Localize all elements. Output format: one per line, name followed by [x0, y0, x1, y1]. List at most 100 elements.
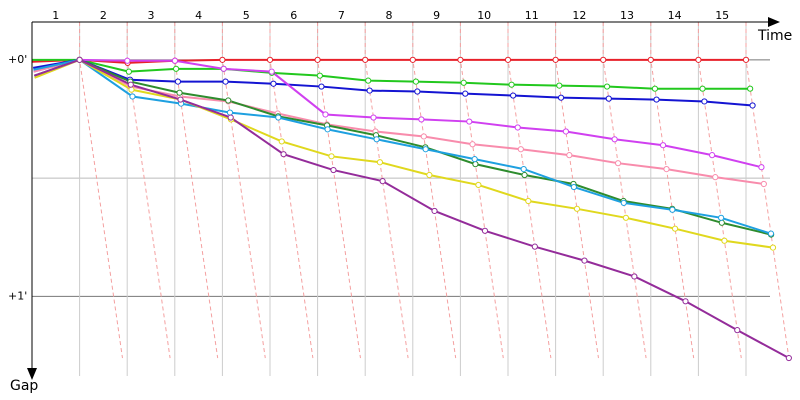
- data-point: [174, 78, 182, 85]
- data-point: [366, 87, 373, 94]
- data-point: [631, 273, 638, 280]
- data-point: [514, 124, 521, 131]
- grid: [32, 22, 770, 376]
- data-point: [701, 98, 708, 105]
- x-tick-label: 14: [668, 9, 682, 22]
- x-tick-label: 7: [338, 9, 345, 22]
- data-point: [742, 56, 750, 63]
- data-point: [669, 206, 676, 213]
- lap-line: [364, 22, 409, 359]
- data-point: [316, 72, 323, 79]
- data-point: [709, 152, 716, 159]
- data-point: [573, 205, 581, 212]
- data-point: [328, 153, 335, 160]
- series-line: [33, 58, 762, 169]
- data-point: [531, 243, 538, 250]
- series-line: [32, 58, 751, 90]
- data-point: [270, 80, 277, 87]
- data-point: [422, 146, 429, 153]
- x-tick-label: 9: [433, 9, 440, 22]
- data-point: [318, 83, 325, 90]
- data-point: [760, 180, 767, 188]
- series-line: [33, 58, 764, 185]
- x-tick-label: 2: [100, 9, 107, 22]
- data-point: [651, 85, 659, 92]
- x-tick-label: 4: [195, 9, 202, 22]
- x-tick-label: 8: [386, 9, 393, 22]
- data-point: [373, 136, 380, 143]
- data-point: [127, 81, 134, 88]
- data-point: [682, 298, 689, 305]
- data-point: [414, 88, 421, 95]
- data-point: [457, 56, 464, 63]
- data-point: [426, 171, 433, 179]
- data-point: [362, 56, 369, 63]
- data-point: [222, 78, 229, 85]
- lap-line: [412, 22, 457, 359]
- series-line: [34, 58, 774, 249]
- data-point: [481, 227, 489, 234]
- data-point: [600, 56, 607, 63]
- data-point: [472, 161, 479, 168]
- data-point: [653, 96, 660, 103]
- x-axis-arrow: [768, 17, 780, 27]
- data-point: [268, 68, 275, 75]
- data-point: [466, 118, 473, 125]
- data-point: [420, 133, 427, 140]
- y-axis-arrow: [27, 368, 37, 380]
- data-point: [314, 56, 321, 63]
- data-point: [172, 65, 180, 72]
- data-point: [322, 111, 329, 118]
- x-tick-label: 1: [52, 9, 59, 22]
- data-point: [712, 174, 719, 181]
- data-point: [129, 93, 136, 100]
- series-line: [33, 58, 790, 359]
- data-point: [177, 96, 184, 103]
- data-point: [365, 77, 372, 84]
- data-point: [566, 152, 573, 159]
- data-point: [671, 225, 679, 232]
- data-point: [556, 82, 563, 89]
- data-point: [747, 85, 754, 92]
- data-point: [699, 85, 706, 92]
- lap-line: [697, 22, 742, 359]
- data-point: [620, 199, 627, 207]
- data-point: [409, 56, 416, 63]
- data-point: [171, 57, 179, 64]
- lap-line: [507, 22, 552, 359]
- data-point: [721, 237, 728, 244]
- data-point: [734, 327, 741, 334]
- x-tick-label: 12: [572, 9, 586, 22]
- data-point: [225, 97, 232, 104]
- data-point: [128, 86, 135, 93]
- data-point: [124, 57, 131, 64]
- data-point: [557, 94, 565, 101]
- data-point: [659, 142, 667, 149]
- data-point: [76, 56, 83, 63]
- series-line: [32, 58, 746, 64]
- series-line: [32, 58, 753, 107]
- data-point: [647, 56, 654, 63]
- data-point: [510, 92, 517, 99]
- data-point: [226, 109, 234, 116]
- lap-lines: [79, 22, 790, 359]
- data-point: [767, 230, 775, 237]
- data-point: [508, 81, 515, 88]
- x-tick-label: 11: [525, 9, 539, 22]
- data-point: [581, 257, 588, 264]
- data-point: [219, 56, 226, 63]
- data-point: [517, 146, 524, 153]
- data-point: [718, 219, 725, 226]
- data-point: [376, 159, 384, 166]
- series-line: [33, 58, 772, 235]
- data-point: [280, 151, 287, 158]
- data-point: [570, 183, 577, 191]
- data-point: [504, 56, 512, 63]
- lap-line: [317, 22, 361, 359]
- data-point: [462, 90, 469, 97]
- series-lines: [32, 56, 792, 362]
- lap-line: [174, 22, 219, 359]
- data-point: [614, 160, 622, 167]
- data-point: [603, 83, 611, 90]
- data-point: [418, 116, 425, 123]
